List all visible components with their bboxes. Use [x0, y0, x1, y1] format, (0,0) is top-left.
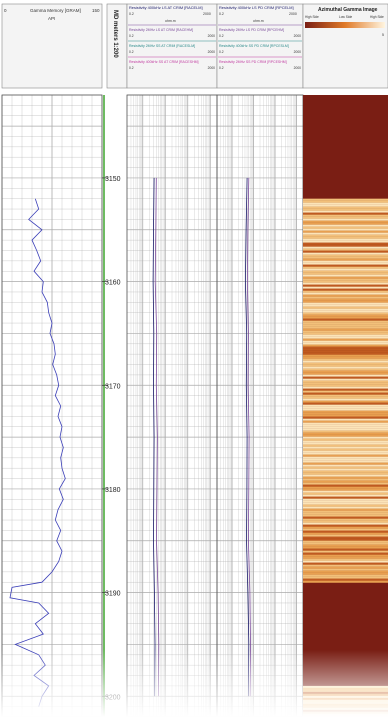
depth-label-3170: 3170 — [105, 383, 121, 390]
att-subrange-min-2: 0.2 — [129, 66, 134, 70]
pd-range-max: 2000 — [289, 12, 297, 16]
att-unit: ohm.m — [165, 19, 176, 23]
curves — [9, 177, 251, 707]
att-subheader-0: Resistivity 2MHz LS AT CRIM [RACEHM] — [129, 28, 193, 32]
att-subrange-min-1: 0.2 — [129, 50, 134, 54]
image-colour-scale — [305, 22, 385, 28]
depth-label-3150: 3150 — [105, 176, 121, 183]
att-range-min: 0.2 — [129, 12, 134, 16]
depth-label-3180: 3180 — [105, 487, 121, 494]
att-header: Resistivity 400kHz LS AT CRIM [RACELM] — [129, 5, 203, 10]
att-subrange-max-0: 2000 — [208, 34, 216, 38]
att-range-max: 2000 — [203, 12, 211, 16]
pd-subrange-max-2: 2000 — [294, 66, 302, 70]
image-scale-max: 5 — [382, 33, 384, 37]
track-headers: Gamma Memory [GRAM] 0 150 API MD meters … — [1, 3, 388, 89]
track-grids — [1, 94, 304, 717]
image-legend-right: High Side — [370, 15, 384, 19]
image-header: Azimuthal Gamma Image — [318, 7, 378, 13]
azimuthal-gamma-image — [303, 95, 388, 717]
gr-header: Gamma Memory [GRAM] — [30, 8, 81, 13]
att-subrange-max-2: 2000 — [208, 66, 216, 70]
pd-header: Resistivity 400kHz LS PD CRIM [RPCELM] — [219, 5, 294, 10]
gr-unit: API — [48, 16, 55, 21]
pd-unit: ohm.m — [253, 19, 264, 23]
pd-subrange-min-0: 0.2 — [219, 34, 224, 38]
pd-range-min: 0.2 — [219, 12, 224, 16]
att-series-0 — [152, 177, 156, 697]
pd-subrange-min-2: 0.2 — [219, 66, 224, 70]
att-series-1 — [154, 177, 160, 697]
att-subrange-max-1: 2000 — [208, 50, 216, 54]
pd-subrange-max-1: 2000 — [294, 50, 302, 54]
pd-subheader-2: Resistivity 2MHz SS PD CRIM [RPCESHM] — [219, 60, 287, 64]
pd-series-1 — [246, 177, 251, 697]
depth-label-3190: 3190 — [105, 591, 121, 598]
att-subheader-2: Resistivity 400kHz SS AT CRIM [RACESHM] — [129, 60, 199, 64]
gr-range-max: 150 — [92, 8, 100, 13]
pd-subrange-min-1: 0.2 — [219, 50, 224, 54]
pd-subheader-1: Resistivity 400kHz SS PD CRIM [RPCESLM] — [219, 44, 289, 48]
pd-series-0 — [244, 177, 250, 697]
depth-label-3160: 3160 — [105, 280, 121, 287]
image-legend-mid: Low Side — [339, 15, 352, 19]
pd-subheader-0: Resistivity 2MHz LS PD CRIM [RPCEHM] — [219, 28, 284, 32]
depth-label: MD meters 1:200 — [112, 10, 118, 58]
att-subheader-1: Resistivity 2MHz SS AT CRIM [RACESLM] — [129, 44, 195, 48]
gr-series-0 — [9, 198, 66, 707]
image-legend-left: High Side — [305, 15, 319, 19]
att-subrange-min-0: 0.2 — [129, 34, 134, 38]
gr-range-min: 0 — [4, 8, 7, 13]
depth-label-3200: 3200 — [105, 694, 121, 701]
pd-subrange-max-0: 2000 — [294, 34, 302, 38]
